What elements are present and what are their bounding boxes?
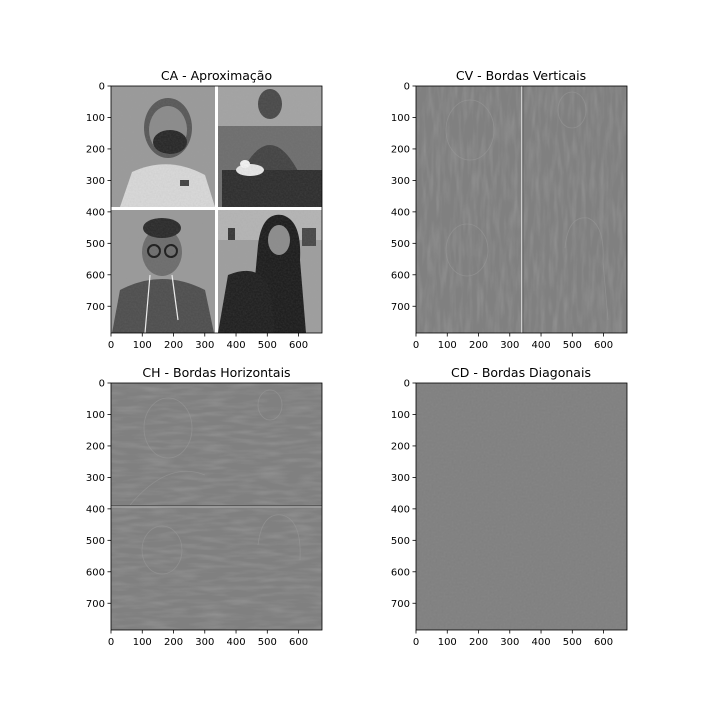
x-tick-label: 0 [413,340,419,351]
x-tick-label: 400 [531,340,550,351]
y-tick-label: 400 [86,207,105,218]
panel-cv-title: CV - Bordas Verticais [456,68,586,83]
y-tick-label: 500 [86,239,105,250]
x-tick-label: 600 [289,637,308,648]
x-tick-label: 300 [500,340,519,351]
x-tick-label: 600 [289,340,308,351]
panel-ca-frame [110,85,323,334]
x-tick-label: 400 [531,637,550,648]
panel-cd-title: CD - Bordas Diagonais [451,365,591,380]
x-tick-label: 500 [563,637,582,648]
y-tick-label: 100 [86,113,105,124]
panel-cd-image [416,383,627,630]
panel-ca: CA - Aproximação [86,68,323,351]
panel-ca-x-axis: 0 100 200 300 400 500 600 [108,333,308,351]
x-tick-label: 500 [563,340,582,351]
y-tick-label: 300 [86,176,105,187]
panel-ch-title: CH - Bordas Horizontais [142,365,290,380]
y-tick-label: 0 [99,82,105,93]
y-tick-label: 100 [391,410,410,421]
x-tick-label: 0 [108,637,114,648]
y-tick-label: 700 [391,302,410,313]
panel-cv-frame [415,85,628,334]
y-tick-label: 700 [86,302,105,313]
panel-cv-image [416,86,627,333]
x-tick-label: 200 [164,340,183,351]
panel-ch-frame [110,382,323,631]
y-tick-label: 200 [391,441,410,452]
panel-cd-frame [415,382,628,631]
panel-cv-y-axis: 0 100 200 300 400 500 600 700 [391,82,416,313]
y-tick-label: 500 [391,536,410,547]
y-tick-label: 200 [86,441,105,452]
panel-ca-title: CA - Aproximação [161,68,272,83]
x-tick-label: 400 [226,637,245,648]
panel-ca-y-axis: 0 100 200 300 400 500 600 700 [86,82,111,313]
x-tick-label: 200 [469,637,488,648]
x-tick-label: 100 [438,637,457,648]
panel-cv: CV - Bordas Verticais 0 100 200 300 400 500 60… [391,68,628,351]
x-tick-label: 500 [258,340,277,351]
y-tick-label: 100 [391,113,410,124]
y-tick-label: 700 [86,599,105,610]
panel-ch-x-axis: 0 100 200 300 400 500 600 [108,630,308,648]
y-tick-label: 600 [86,567,105,578]
y-tick-label: 300 [391,176,410,187]
x-tick-label: 200 [469,340,488,351]
y-tick-label: 100 [86,410,105,421]
panel-cd-y-axis: 0 100 200 300 400 500 600 700 [391,379,416,610]
y-tick-label: 300 [391,473,410,484]
panel-ch-y-axis: 0 100 200 300 400 500 600 700 [86,379,111,610]
x-tick-label: 400 [226,340,245,351]
panel-ch-image [111,383,322,630]
y-tick-label: 600 [391,270,410,281]
y-tick-label: 700 [391,599,410,610]
y-tick-label: 400 [391,504,410,515]
x-tick-label: 600 [594,340,613,351]
y-tick-label: 400 [86,504,105,515]
y-tick-label: 0 [99,379,105,390]
panel-cd: CD - Bordas Diagonais 0 100 200 300 400 500 60… [391,365,628,648]
y-tick-label: 300 [86,473,105,484]
y-tick-label: 500 [391,239,410,250]
x-tick-label: 100 [133,340,152,351]
y-tick-label: 400 [391,207,410,218]
x-tick-label: 100 [438,340,457,351]
x-tick-label: 200 [164,637,183,648]
y-tick-label: 600 [391,567,410,578]
x-tick-label: 300 [195,637,214,648]
x-tick-label: 500 [258,637,277,648]
y-tick-label: 0 [404,82,410,93]
x-tick-label: 600 [594,637,613,648]
x-tick-label: 300 [500,637,519,648]
panel-cv-x-axis: 0 100 200 300 400 500 600 [413,333,613,351]
y-tick-label: 0 [404,379,410,390]
x-tick-label: 300 [195,340,214,351]
panel-cd-x-axis: 0 100 200 300 400 500 600 [413,630,613,648]
y-tick-label: 200 [86,144,105,155]
x-tick-label: 100 [133,637,152,648]
y-tick-label: 500 [86,536,105,547]
panel-ch: CH - Bordas Horizontais 0 100 200 300 400 500… [86,365,323,648]
x-tick-label: 0 [413,637,419,648]
y-tick-label: 200 [391,144,410,155]
panel-ca-image [111,86,322,334]
x-tick-label: 0 [108,340,114,351]
y-tick-label: 600 [86,270,105,281]
